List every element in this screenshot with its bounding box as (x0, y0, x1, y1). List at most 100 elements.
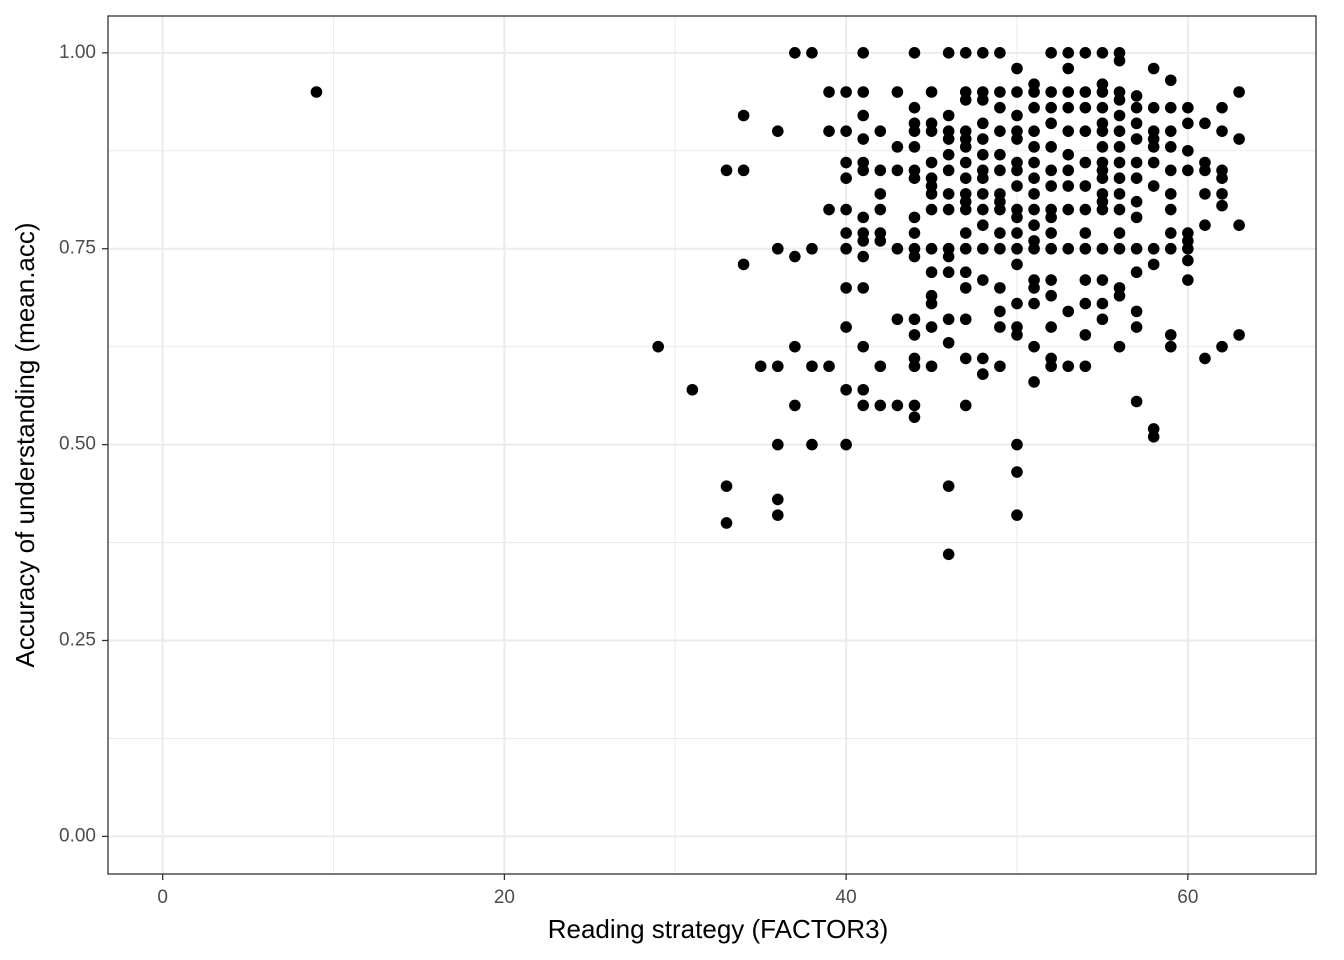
point (1130, 101, 1143, 114)
point (1028, 188, 1040, 200)
point (925, 188, 938, 200)
point (1028, 141, 1040, 153)
point (1096, 101, 1109, 114)
point (994, 148, 1006, 161)
point (789, 250, 801, 263)
point (857, 86, 870, 98)
point (1028, 172, 1040, 184)
point (1147, 101, 1160, 114)
point (1079, 227, 1092, 239)
point (1164, 141, 1177, 153)
point (1045, 117, 1057, 130)
point (1028, 242, 1040, 255)
point (908, 313, 921, 326)
point (1079, 329, 1092, 341)
point (1113, 109, 1126, 122)
point (959, 266, 972, 279)
point (977, 352, 989, 365)
point (1062, 360, 1075, 373)
point (1096, 172, 1109, 184)
point (1113, 188, 1126, 200)
point (806, 47, 818, 59)
point (857, 164, 870, 177)
point (1182, 274, 1194, 286)
point (1130, 117, 1143, 130)
point (1045, 242, 1057, 255)
point (908, 101, 921, 114)
point (1096, 242, 1109, 255)
point (1216, 172, 1228, 184)
point (1216, 125, 1228, 137)
point (874, 188, 887, 200)
point (857, 383, 870, 396)
point (977, 368, 989, 380)
point (1062, 164, 1075, 177)
point (1011, 329, 1023, 341)
point (1096, 297, 1109, 310)
point (1164, 203, 1177, 216)
point (1130, 156, 1143, 169)
point (942, 109, 955, 122)
point (1028, 340, 1040, 353)
point (942, 148, 955, 161)
point (771, 125, 784, 137)
point (1028, 376, 1040, 388)
point (806, 360, 818, 373)
point (1011, 258, 1023, 271)
point (908, 47, 921, 59)
point (857, 282, 870, 294)
point (1164, 188, 1177, 200)
point (1028, 219, 1040, 232)
point (908, 399, 921, 412)
point (857, 235, 870, 247)
point (1216, 101, 1228, 114)
point (1096, 274, 1109, 286)
point (771, 493, 784, 506)
point (1062, 47, 1075, 59)
point (959, 141, 972, 153)
point (1045, 274, 1057, 286)
point (1045, 47, 1057, 59)
point (720, 164, 733, 177)
point (840, 125, 852, 137)
point (908, 250, 921, 263)
y-tick-label: 1.00 (59, 42, 96, 63)
point (1028, 282, 1040, 294)
point (908, 360, 921, 373)
point (1113, 54, 1126, 67)
point (1096, 313, 1109, 326)
point (874, 235, 887, 247)
point (908, 172, 921, 184)
point (1011, 242, 1023, 255)
point (1147, 430, 1160, 443)
point (857, 133, 870, 145)
point (994, 86, 1006, 98)
grid (108, 16, 1316, 874)
point (1130, 211, 1143, 224)
y-axis-title: Accuracy of understanding (mean.acc) (10, 222, 40, 667)
point (1182, 101, 1194, 114)
y-tick-label: 0.25 (59, 630, 96, 651)
point (1096, 203, 1109, 216)
point (1079, 180, 1092, 192)
point (754, 360, 767, 373)
point (959, 399, 972, 412)
point (720, 480, 733, 492)
point (942, 266, 955, 279)
point (1182, 164, 1194, 177)
point (840, 383, 852, 396)
point (994, 101, 1006, 114)
point (891, 399, 904, 412)
x-tick-label: 40 (836, 887, 857, 908)
point (925, 125, 938, 137)
x-tick-label: 0 (157, 887, 168, 908)
point (1164, 164, 1177, 177)
point (959, 172, 972, 184)
point (1028, 156, 1040, 169)
point (1079, 156, 1092, 169)
point (959, 352, 972, 365)
point (1028, 297, 1040, 310)
point (1130, 266, 1143, 279)
point (942, 133, 955, 145)
